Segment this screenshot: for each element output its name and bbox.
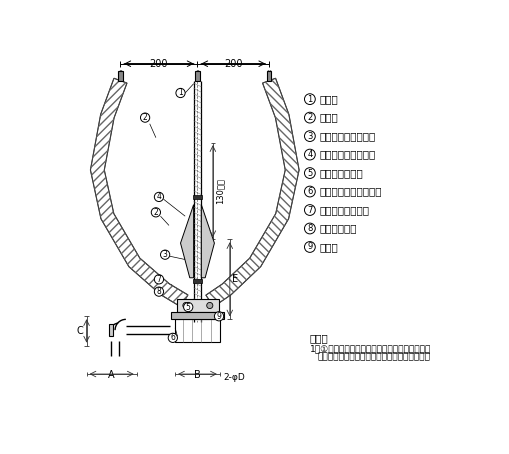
Circle shape [304, 223, 315, 234]
Circle shape [304, 205, 315, 215]
Circle shape [304, 186, 315, 197]
Polygon shape [180, 205, 193, 278]
Circle shape [168, 333, 177, 342]
Circle shape [183, 302, 192, 311]
Circle shape [304, 94, 315, 104]
Text: 200: 200 [223, 59, 242, 69]
Circle shape [154, 192, 163, 202]
Circle shape [304, 242, 315, 252]
Text: 3: 3 [162, 250, 167, 259]
Polygon shape [90, 78, 188, 307]
Text: B: B [194, 370, 201, 380]
Circle shape [154, 275, 163, 284]
Bar [171, 311, 223, 319]
Text: 2: 2 [306, 113, 312, 122]
Text: 2: 2 [143, 113, 147, 122]
Circle shape [304, 168, 315, 178]
Text: 銘　板: 銘 板 [319, 242, 338, 252]
Text: 8: 8 [156, 287, 161, 296]
Text: A: A [108, 370, 115, 380]
Polygon shape [201, 205, 214, 278]
Text: 5: 5 [306, 168, 312, 178]
Text: ゴムストレスコーン: ゴムストレスコーン [319, 149, 376, 159]
Text: 4: 4 [306, 150, 312, 159]
Circle shape [206, 302, 212, 309]
Circle shape [151, 208, 160, 217]
Circle shape [214, 311, 223, 321]
Text: 9: 9 [216, 312, 221, 321]
Text: 半導電性融着テープ: 半導電性融着テープ [319, 131, 376, 141]
Text: 9: 9 [306, 242, 312, 252]
Text: C: C [76, 326, 83, 336]
Text: 1: 1 [306, 94, 312, 104]
Text: ケーブル用ブラケット: ケーブル用ブラケット [319, 187, 382, 197]
Bar [266, 71, 271, 81]
Text: 相色別テープ: 相色別テープ [319, 223, 357, 233]
Circle shape [154, 287, 163, 296]
Text: 1: 1 [178, 89, 183, 98]
Bar [118, 71, 123, 81]
Text: 保護層: 保護層 [319, 113, 338, 123]
Text: 6: 6 [170, 333, 175, 342]
Bar [109, 324, 112, 336]
Text: 1）①保護層は、粘着性ポリエチレン絶縁テープ: 1）①保護層は、粘着性ポリエチレン絶縁テープ [309, 344, 431, 353]
Circle shape [140, 113, 150, 122]
Bar [175, 319, 219, 342]
Text: 3: 3 [306, 132, 312, 141]
Circle shape [160, 250, 169, 259]
Polygon shape [206, 78, 298, 306]
Text: または自己融着性絶縁テープおよび保護テープ: または自己融着性絶縁テープおよび保護テープ [317, 352, 430, 361]
Text: 7: 7 [156, 275, 161, 284]
Text: 2: 2 [153, 208, 158, 217]
Bar [192, 279, 202, 283]
Text: E: E [232, 274, 238, 284]
Bar [176, 299, 218, 311]
Circle shape [182, 302, 189, 309]
Circle shape [176, 89, 185, 98]
Circle shape [304, 149, 315, 160]
Text: 8: 8 [306, 224, 312, 233]
Text: 端　子: 端 子 [319, 94, 338, 104]
Text: すずめっき軟銅線: すずめっき軟銅線 [319, 205, 369, 215]
Text: 6: 6 [306, 187, 312, 196]
Text: ゴムスペーサー: ゴムスペーサー [319, 168, 363, 178]
Circle shape [304, 131, 315, 142]
Text: 備考：: 備考： [309, 333, 328, 343]
Text: 4: 4 [156, 192, 161, 202]
Text: 130以上: 130以上 [215, 178, 224, 204]
Bar [195, 71, 200, 81]
Text: 7: 7 [306, 206, 312, 215]
Circle shape [304, 112, 315, 123]
Text: 200: 200 [150, 59, 168, 69]
Text: 2-φD: 2-φD [223, 373, 245, 382]
Bar [192, 195, 202, 199]
Text: 5: 5 [185, 302, 190, 311]
